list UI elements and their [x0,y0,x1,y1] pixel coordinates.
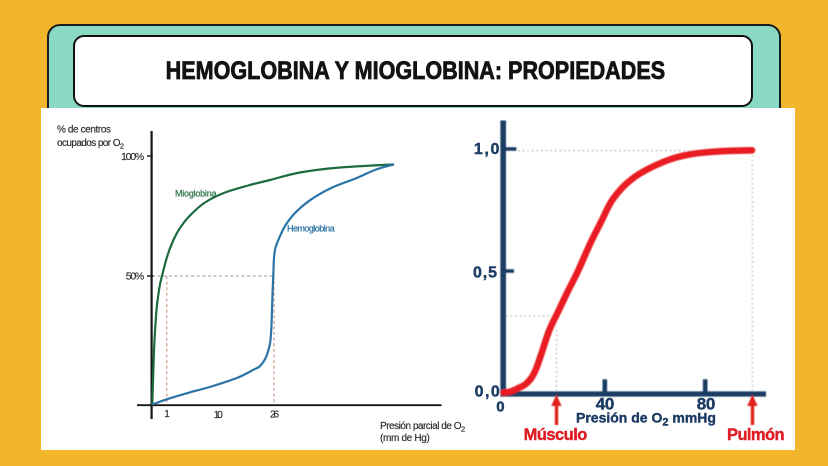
svg-text:26: 26 [270,410,279,421]
svg-text:40: 40 [596,395,615,414]
svg-text:Presión de O2 mmHg: Presión de O2 mmHg [576,410,716,429]
svg-text:0: 0 [496,399,504,416]
svg-text:Mioglobina: Mioglobina [175,189,217,199]
svg-text:0,5: 0,5 [473,265,497,282]
svg-text:% de centros: % de centros [57,125,111,136]
svg-text:Músculo: Músculo [524,426,588,444]
svg-text:Hemoglobina: Hemoglobina [287,224,335,234]
svg-text:Pulmón: Pulmón [727,426,785,444]
svg-text:80: 80 [697,395,716,414]
svg-text:ocupados por O2: ocupados por O2 [57,138,124,151]
svg-text:100%: 100% [121,151,144,163]
svg-text:50%: 50% [126,271,144,283]
svg-text:1,0: 1,0 [474,141,500,158]
svg-text:0,0: 0,0 [475,384,500,401]
svg-text:(mm de Hg): (mm de Hg) [380,433,430,444]
svg-text:1: 1 [164,409,170,420]
svg-text:Presión parcial de O2: Presión parcial de O2 [380,421,465,434]
svg-text:10: 10 [214,410,223,421]
